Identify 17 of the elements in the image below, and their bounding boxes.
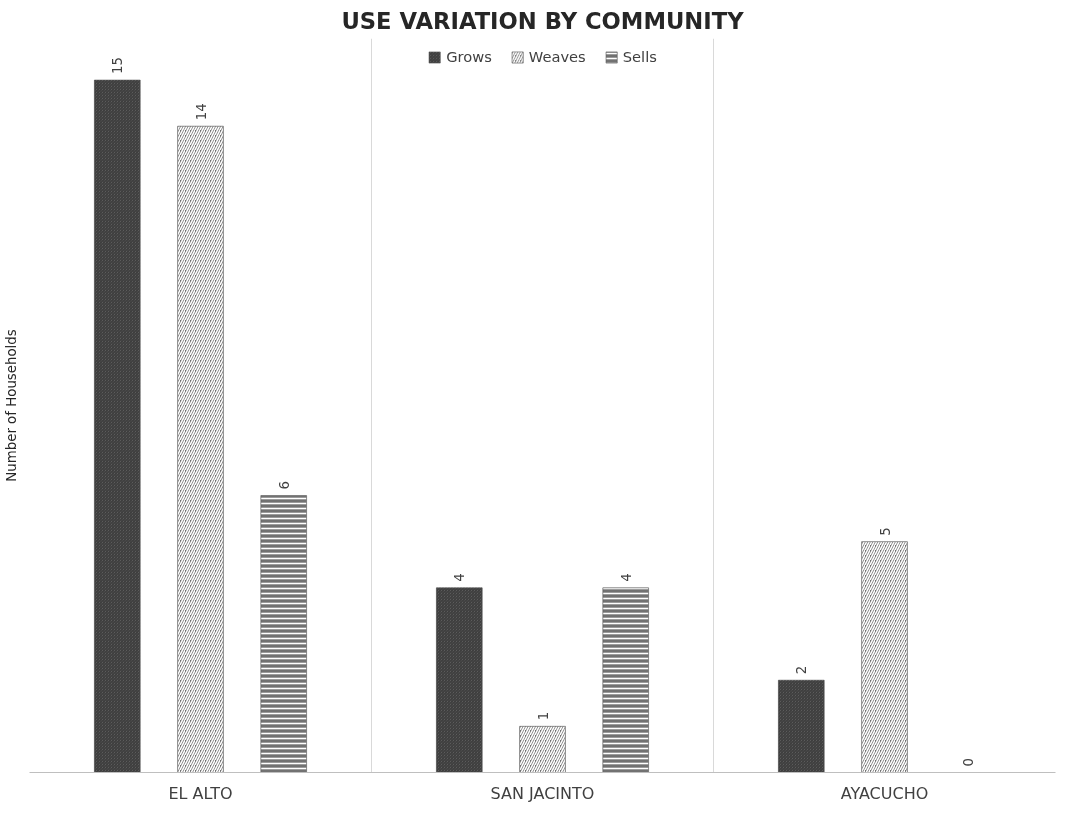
data-label: 5 bbox=[877, 527, 893, 536]
x-tick-label: AYACUCHO bbox=[840, 783, 929, 803]
x-tick-label: EL ALTO bbox=[168, 783, 233, 803]
legend-label: Weaves bbox=[528, 48, 586, 65]
data-label: 4 bbox=[452, 573, 468, 582]
data-label: 15 bbox=[110, 57, 126, 75]
data-label: 1 bbox=[535, 711, 551, 721]
legend-label: Sells bbox=[622, 48, 657, 65]
data-label: 2 bbox=[794, 665, 810, 675]
data-label: 14 bbox=[193, 103, 209, 121]
data-label: 0 bbox=[960, 758, 976, 767]
y-axis-title: Number of Households bbox=[3, 329, 19, 482]
x-tick-label: SAN JACINTO bbox=[490, 783, 595, 803]
legend-label: Grows bbox=[446, 48, 492, 65]
data-label: 6 bbox=[276, 481, 292, 490]
chart-title: USE VARIATION BY COMMUNITY bbox=[341, 7, 745, 34]
data-label: 4 bbox=[618, 573, 634, 582]
